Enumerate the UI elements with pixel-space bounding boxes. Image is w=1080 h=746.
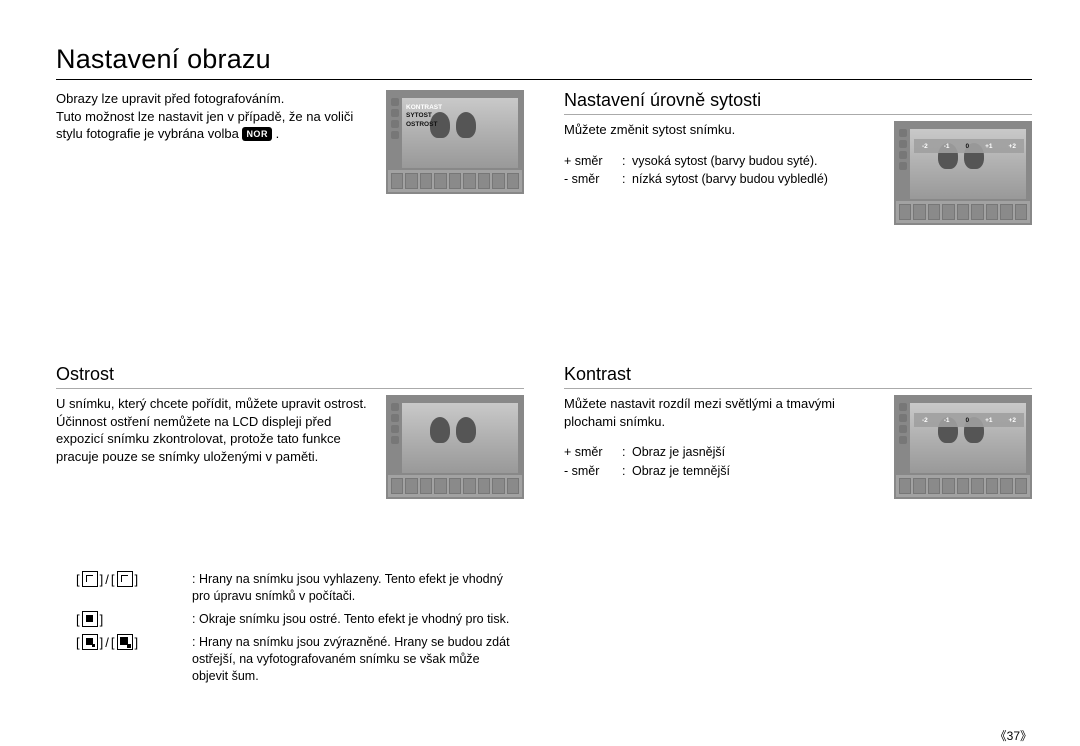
contrast-body: Můžete nastavit rozdíl mezi světlými a t… bbox=[564, 395, 882, 430]
row-2: Ostrost U snímku, který chcete pořídit, … bbox=[56, 364, 1032, 691]
sharpness-normal-icon bbox=[82, 611, 98, 627]
figure-sharpness-lcd bbox=[386, 395, 524, 499]
sharpness-heading: Ostrost bbox=[56, 364, 524, 389]
def-normal-text: Okraje snímku jsou ostré. Tento efekt je… bbox=[199, 612, 509, 626]
contrast-list: + směr : Obraz je jasnější - směr : Obra… bbox=[564, 444, 882, 480]
contrast-heading: Kontrast bbox=[564, 364, 1032, 389]
sharpness-body: U snímku, který chcete pořídit, můžete u… bbox=[56, 395, 374, 499]
figure-saturation-lcd: -2 -1 0 +1 +2 bbox=[894, 121, 1032, 225]
intro-text: Obrazy lze upravit před fotografováním. … bbox=[56, 90, 374, 194]
page: Nastavení obrazu Obrazy lze upravit před… bbox=[56, 44, 1032, 726]
saturation-block: Nastavení úrovně sytosti Můžete změnit s… bbox=[564, 90, 1032, 225]
sharpness-sharp1-icon bbox=[82, 634, 98, 650]
figure-intro-menu: KONTRAST SYTOST OSTROST bbox=[406, 104, 442, 129]
sharpness-block: Ostrost U snímku, který chcete pořídit, … bbox=[56, 364, 524, 691]
intro-line1: Obrazy lze upravit před fotografováním. bbox=[56, 91, 284, 106]
sharpness-sharp2-icon bbox=[117, 634, 133, 650]
intro-period: . bbox=[276, 126, 280, 141]
page-title: Nastavení obrazu bbox=[56, 44, 1032, 80]
saturation-text: Můžete změnit sytost snímku. + směr : vy… bbox=[564, 121, 882, 225]
def-sharp-text: Hrany na snímku jsou zvýrazněné. Hrany s… bbox=[192, 635, 510, 683]
intro-block: Obrazy lze upravit před fotografováním. … bbox=[56, 90, 524, 225]
def-row-normal: [ ] : Okraje snímku jsou ostré. Tento ef… bbox=[76, 611, 516, 629]
contrast-text: Můžete nastavit rozdíl mezi světlými a t… bbox=[564, 395, 882, 499]
sharpness-soft2-icon bbox=[117, 571, 133, 587]
def-soft-text: Hrany na snímku jsou vyhlazeny. Tento ef… bbox=[192, 572, 503, 603]
saturation-list: + směr : vysoká sytost (barvy budou syté… bbox=[564, 153, 882, 189]
figure-saturation-scale: -2 -1 0 +1 +2 bbox=[914, 139, 1024, 153]
sharpness-soft1-icon bbox=[82, 571, 98, 587]
intro-line2: Tuto možnost lze nastavit jen v případě,… bbox=[56, 109, 353, 142]
page-number: 《37》 bbox=[995, 727, 1032, 744]
figure-intro-lcd: KONTRAST SYTOST OSTROST bbox=[386, 90, 524, 194]
saturation-body: Můžete změnit sytost snímku. bbox=[564, 121, 882, 139]
sharpness-definitions: [ ]/[ ] : Hrany na snímku jsou vyhlazeny… bbox=[76, 571, 516, 685]
def-row-soft: [ ]/[ ] : Hrany na snímku jsou vyhlazeny… bbox=[76, 571, 516, 605]
saturation-heading: Nastavení úrovně sytosti bbox=[564, 90, 1032, 115]
nor-badge: NOR bbox=[242, 127, 272, 141]
def-row-sharp: [ ]/[ ] : Hrany na snímku jsou zvýrazněn… bbox=[76, 634, 516, 685]
figure-contrast-lcd: -2 -1 0 +1 +2 bbox=[894, 395, 1032, 499]
contrast-block: Kontrast Můžete nastavit rozdíl mezi svě… bbox=[564, 364, 1032, 691]
figure-contrast-scale: -2 -1 0 +1 +2 bbox=[914, 413, 1024, 427]
row-1: Obrazy lze upravit před fotografováním. … bbox=[56, 90, 1032, 225]
